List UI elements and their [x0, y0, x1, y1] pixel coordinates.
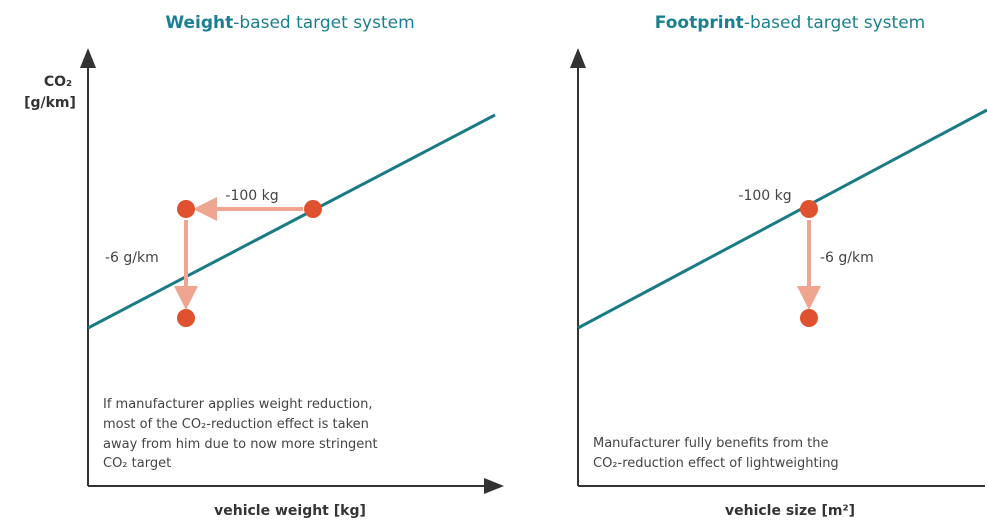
point — [800, 309, 818, 327]
x-axis-label: vehicle size [m²] — [725, 503, 855, 519]
note-line: away from him due to now more stringent — [103, 437, 378, 452]
annotation: -100 kg — [738, 188, 791, 204]
note-line: Manufacturer fully benefits from the — [593, 436, 829, 451]
y-axis-label: [g/km] — [24, 95, 76, 111]
annotation: -100 kg — [225, 188, 278, 204]
panel-title: Weight-based target system — [165, 13, 414, 33]
point — [177, 309, 195, 327]
title-bold: Footprint — [655, 13, 744, 33]
target-line — [87, 113, 496, 330]
annotation: -6 g/km — [105, 250, 159, 266]
x-axis-label: vehicle weight [kg] — [214, 503, 366, 519]
note-line: CO₂ target — [103, 456, 171, 471]
note-line: most of the CO₂-reduction effect is take… — [103, 417, 369, 432]
y-axis-label: CO₂ — [44, 74, 72, 90]
target-line — [577, 108, 987, 330]
point — [304, 200, 322, 218]
title-rest: -based target system — [744, 13, 925, 33]
point — [177, 200, 195, 218]
note-line: CO₂-reduction effect of lightweighting — [593, 456, 839, 471]
annotation: -6 g/km — [820, 250, 874, 266]
point — [800, 200, 818, 218]
note-line: If manufacturer applies weight reduction… — [103, 397, 373, 412]
title-rest: -based target system — [233, 13, 414, 33]
panel-title: Footprint-based target system — [655, 13, 925, 33]
title-bold: Weight — [165, 13, 233, 33]
